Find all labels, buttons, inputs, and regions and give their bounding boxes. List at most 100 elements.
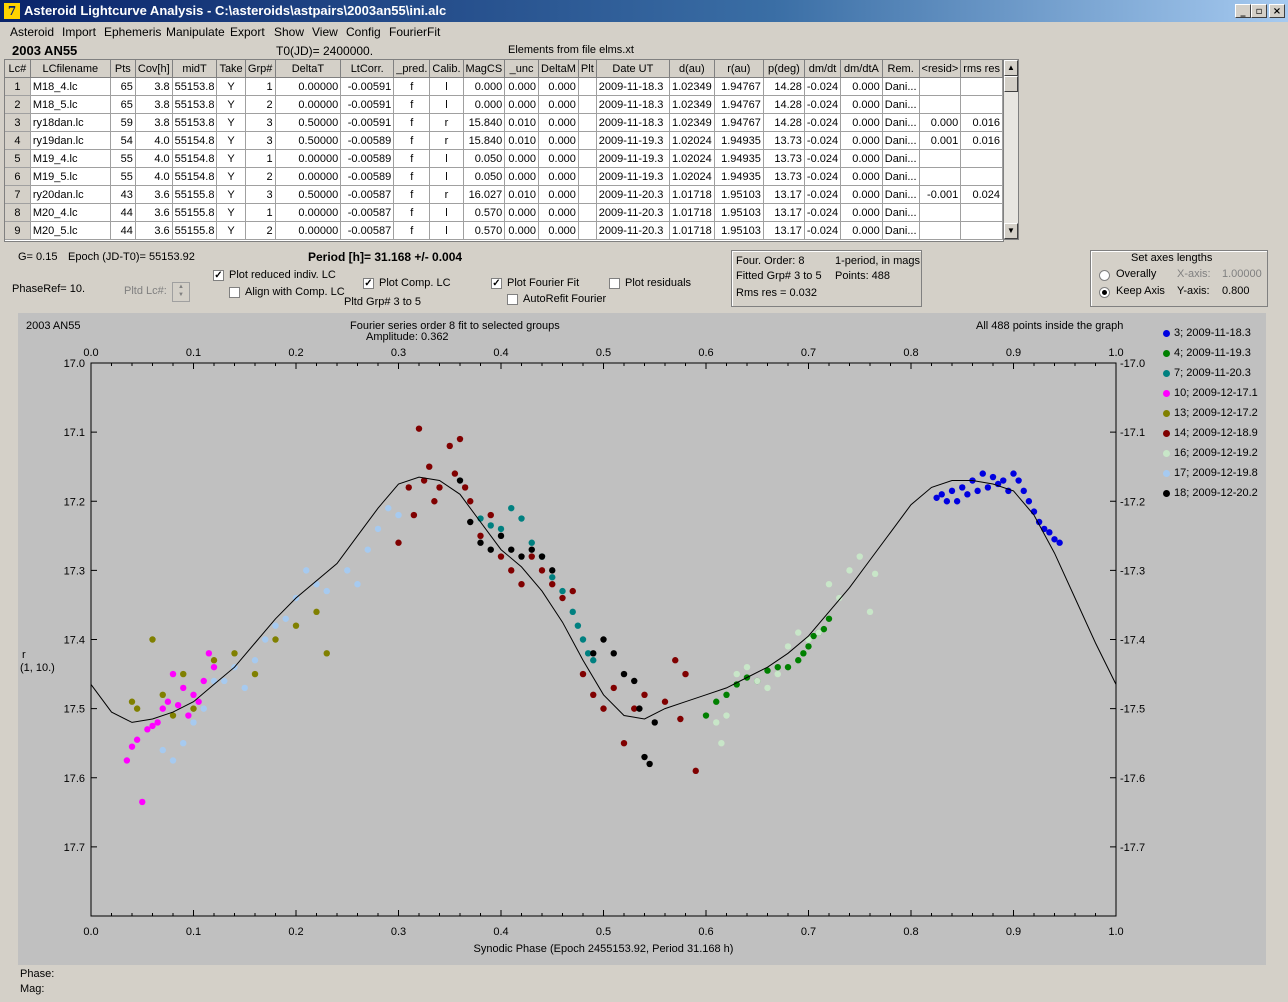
table-cell[interactable]: 1.94767 [714, 77, 764, 96]
table-cell[interactable]: r [429, 131, 464, 150]
table-row[interactable]: 5 M19_4.lc 55 4.0 55154.8 Y 1 0.00000 -0.00589 f l… [5, 149, 1003, 168]
table-cell[interactable]: M19_4.lc [30, 149, 111, 168]
table-cell[interactable]: 13.73 [763, 149, 805, 168]
table-cell[interactable]: -0.00587 [340, 203, 395, 222]
table-cell[interactable]: 14.28 [763, 113, 805, 132]
table-row[interactable]: 9 M20_5.lc 44 3.6 55155.8 Y 2 0.00000 -0.00587 f l… [5, 221, 1003, 240]
table-cell[interactable]: -0.00589 [340, 149, 395, 168]
overally-radio[interactable] [1099, 270, 1110, 281]
column-header[interactable]: r(au) [714, 60, 764, 78]
column-header[interactable]: DeltaM [538, 60, 579, 78]
table-cell[interactable]: 0.000 [504, 149, 539, 168]
column-header[interactable]: dm/dt [804, 60, 842, 78]
table-cell[interactable]: 1.94767 [714, 95, 764, 114]
table-cell[interactable]: Y [216, 95, 246, 114]
table-cell[interactable]: ry20dan.lc [30, 185, 111, 204]
table-cell[interactable]: 15.840 [463, 131, 506, 150]
table-cell[interactable]: 0.001 [919, 131, 962, 150]
table-cell[interactable]: 2009-11-19.3 [596, 167, 671, 186]
pltd-lc-spinner[interactable]: ▲ ▼ [172, 282, 190, 302]
table-cell[interactable]: 0.00000 [275, 77, 342, 96]
table-cell[interactable]: 1.01718 [669, 185, 715, 204]
table-cell[interactable] [960, 77, 1003, 96]
table-cell[interactable]: 0.000 [538, 167, 579, 186]
column-header[interactable]: LCfilename [30, 60, 111, 78]
table-cell[interactable]: 0.050 [463, 167, 506, 186]
table-cell[interactable]: 1.94935 [714, 149, 764, 168]
table-cell[interactable]: 0.00000 [275, 221, 342, 240]
table-cell[interactable]: 3.6 [135, 185, 173, 204]
table-cell[interactable]: 1.02024 [669, 131, 715, 150]
column-header[interactable]: p(deg) [763, 60, 805, 78]
table-cell[interactable] [578, 167, 597, 186]
table-cell[interactable]: 3 [245, 131, 276, 150]
table-cell[interactable]: 0.000 [504, 203, 539, 222]
table-cell[interactable]: 55154.8 [172, 167, 218, 186]
table-cell[interactable]: -0.024 [804, 77, 842, 96]
table-cell[interactable]: 2 [245, 167, 276, 186]
table-cell[interactable]: 0.016 [960, 131, 1003, 150]
table-cell[interactable]: -0.00591 [340, 95, 395, 114]
table-cell[interactable] [919, 95, 962, 114]
table-cell[interactable]: 0.024 [960, 185, 1003, 204]
table-cell[interactable]: 0.000 [538, 131, 579, 150]
table-cell[interactable]: 0.50000 [275, 131, 342, 150]
table-cell[interactable] [578, 77, 597, 96]
table-cell[interactable]: 55153.8 [172, 95, 218, 114]
table-cell[interactable]: Y [216, 221, 246, 240]
table-cell[interactable]: 1.95103 [714, 221, 764, 240]
table-cell[interactable]: 0.050 [463, 149, 506, 168]
table-cell[interactable]: Dani... [882, 77, 920, 96]
scroll-thumb[interactable] [1004, 76, 1018, 92]
table-cell[interactable]: 1.01718 [669, 203, 715, 222]
table-cell[interactable]: 0.00000 [275, 167, 342, 186]
table-cell[interactable]: 2009-11-20.3 [596, 203, 671, 222]
plot-comp-checkbox[interactable]: ✓ [363, 278, 374, 289]
menu-ephemeris[interactable]: Ephemeris [104, 25, 162, 39]
table-cell[interactable]: 55155.8 [172, 221, 218, 240]
table-cell[interactable]: Dani... [882, 131, 920, 150]
table-cell[interactable]: 0.50000 [275, 185, 342, 204]
table-cell[interactable]: 1 [245, 203, 276, 222]
table-cell[interactable]: 2009-11-18.3 [596, 77, 671, 96]
table-cell[interactable]: 2009-11-18.3 [596, 113, 671, 132]
column-header[interactable]: Date UT [596, 60, 671, 78]
table-cell[interactable]: 0.50000 [275, 113, 342, 132]
menu-import[interactable]: Import [62, 25, 97, 39]
table-cell[interactable]: -0.024 [804, 131, 842, 150]
table-cell[interactable]: r [429, 185, 464, 204]
table-cell[interactable]: -0.024 [804, 203, 842, 222]
row-header[interactable]: 1 [5, 77, 31, 96]
table-cell[interactable]: Y [216, 113, 246, 132]
table-cell[interactable]: 0.570 [463, 203, 506, 222]
menu-fourierfit[interactable]: FourierFit [389, 25, 441, 39]
lightcurve-plot[interactable]: 0.0 0.0 0.1 0.1 0.2 0.2 0.3 0.3 0.4 0.4 0.5 0.5 0.6 0… [18, 313, 1266, 965]
table-cell[interactable] [919, 149, 962, 168]
table-cell[interactable] [919, 77, 962, 96]
menu-config[interactable]: Config [346, 25, 381, 39]
table-row[interactable]: 2 M18_5.lc 65 3.8 55153.8 Y 2 0.00000 -0.00591 f l… [5, 95, 1003, 114]
menu-export[interactable]: Export [230, 25, 265, 39]
table-cell[interactable]: Dani... [882, 149, 920, 168]
table-cell[interactable]: Dani... [882, 113, 920, 132]
table-cell[interactable]: 0.000 [538, 149, 579, 168]
table-cell[interactable]: 54 [110, 131, 136, 150]
table-cell[interactable]: f [393, 185, 431, 204]
table-cell[interactable]: 55154.8 [172, 131, 218, 150]
column-header[interactable]: Rem. [882, 60, 920, 78]
table-cell[interactable]: f [393, 149, 431, 168]
table-cell[interactable]: 55153.8 [172, 113, 218, 132]
row-header[interactable]: 9 [5, 221, 31, 240]
table-cell[interactable]: 1.02349 [669, 95, 715, 114]
row-header[interactable]: 5 [5, 149, 31, 168]
table-cell[interactable]: 0.000 [463, 95, 506, 114]
table-cell[interactable] [919, 167, 962, 186]
column-header[interactable]: DeltaT [275, 60, 342, 78]
table-cell[interactable]: 3.8 [135, 95, 173, 114]
table-cell[interactable]: 1.94935 [714, 167, 764, 186]
table-cell[interactable]: -0.024 [804, 95, 842, 114]
table-cell[interactable]: 1.94767 [714, 113, 764, 132]
table-cell[interactable] [578, 113, 597, 132]
plot-residuals-checkbox[interactable] [609, 278, 620, 289]
table-cell[interactable]: 0.000 [840, 131, 883, 150]
